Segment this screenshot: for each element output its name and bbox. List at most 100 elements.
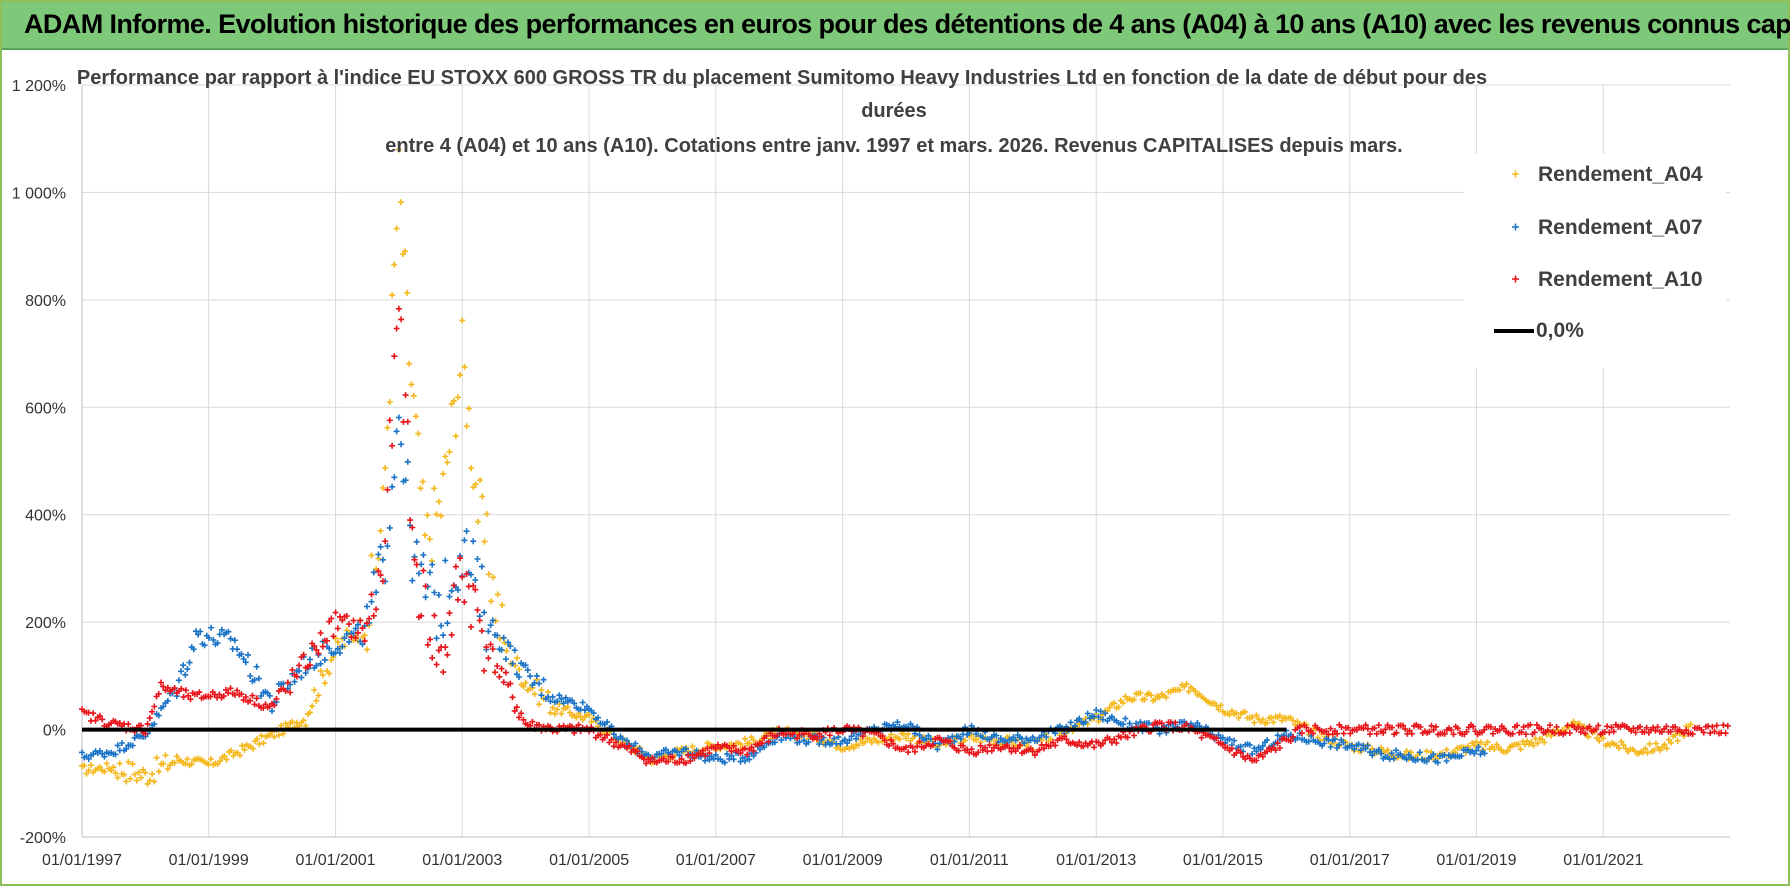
data-point <box>1430 727 1437 733</box>
data-point <box>258 732 265 739</box>
data-point <box>375 568 382 575</box>
data-point <box>1672 723 1679 730</box>
data-point <box>1021 740 1028 747</box>
data-point <box>746 740 753 747</box>
data-point <box>816 741 823 748</box>
data-point <box>757 746 763 753</box>
data-point <box>386 417 393 424</box>
data-point <box>373 589 380 596</box>
data-point <box>1176 687 1183 693</box>
data-point <box>1504 747 1511 754</box>
data-point <box>477 477 484 484</box>
data-point <box>728 748 735 755</box>
data-point <box>1331 736 1338 743</box>
data-point <box>1432 723 1439 730</box>
data-point <box>352 625 359 632</box>
data-point <box>744 751 751 758</box>
data-point <box>524 667 531 674</box>
data-point <box>216 691 223 698</box>
data-point <box>129 761 136 768</box>
data-point <box>1327 725 1334 732</box>
data-point <box>282 688 289 694</box>
data-point <box>377 527 384 534</box>
data-point <box>121 771 128 778</box>
data-point <box>750 748 757 754</box>
data-point <box>377 572 384 579</box>
data-point <box>1423 758 1430 765</box>
data-point <box>1454 725 1461 732</box>
data-point <box>112 769 119 776</box>
data-point <box>444 459 451 466</box>
data-point <box>1707 730 1714 737</box>
data-point <box>1296 723 1303 730</box>
data-point <box>1111 700 1118 707</box>
data-point <box>227 635 234 642</box>
data-point <box>1520 723 1527 730</box>
data-point <box>549 693 556 700</box>
data-point <box>1517 746 1524 753</box>
data-point <box>1481 727 1488 733</box>
data-point <box>391 474 398 481</box>
data-point <box>1124 734 1131 741</box>
y-tick-label: 400% <box>25 508 66 525</box>
data-point <box>514 655 521 662</box>
data-point <box>138 774 145 781</box>
data-point <box>1253 757 1260 764</box>
data-point <box>1192 688 1199 695</box>
data-point <box>422 594 429 601</box>
x-tick-label: 01/01/2009 <box>803 852 883 869</box>
data-point <box>973 736 980 743</box>
data-point <box>934 746 941 753</box>
data-point <box>408 381 415 388</box>
data-point <box>888 737 895 744</box>
data-point <box>1270 719 1277 726</box>
data-point <box>739 754 746 761</box>
data-point <box>164 697 171 704</box>
data-point <box>1661 741 1668 748</box>
data-point <box>814 735 821 742</box>
data-point <box>346 638 352 645</box>
data-point <box>92 717 99 724</box>
data-point <box>293 673 300 680</box>
data-point <box>1340 730 1347 737</box>
data-point <box>296 667 303 674</box>
data-point <box>446 610 453 617</box>
data-point <box>311 643 318 650</box>
data-point <box>404 458 411 465</box>
data-point <box>988 747 995 754</box>
data-point <box>1141 696 1148 703</box>
data-point <box>341 635 348 642</box>
data-point <box>355 621 361 628</box>
data-point <box>761 744 768 751</box>
data-point <box>1416 749 1423 756</box>
data-point <box>1720 722 1727 729</box>
data-point <box>1095 739 1102 746</box>
data-point <box>155 712 162 719</box>
data-point <box>748 744 755 751</box>
data-point <box>669 754 676 761</box>
data-point <box>79 749 85 756</box>
data-point <box>1290 717 1296 724</box>
data-point <box>1600 735 1607 742</box>
data-point <box>313 646 320 653</box>
data-point <box>1347 730 1354 737</box>
data-point <box>1016 742 1023 749</box>
data-point <box>1249 751 1256 757</box>
data-point <box>397 199 404 206</box>
data-point <box>771 739 778 746</box>
data-point <box>1646 740 1653 747</box>
data-point <box>1472 728 1479 735</box>
data-point <box>1487 724 1494 730</box>
data-point <box>346 621 352 628</box>
data-point <box>1113 739 1120 746</box>
data-point <box>455 586 461 593</box>
data-point <box>1120 699 1127 706</box>
data-point <box>472 481 479 488</box>
data-point <box>459 317 466 324</box>
data-point <box>393 225 400 232</box>
data-point <box>96 712 103 719</box>
data-point <box>1228 707 1235 714</box>
data-point <box>326 670 333 677</box>
data-point <box>419 478 426 485</box>
data-point <box>497 635 503 642</box>
